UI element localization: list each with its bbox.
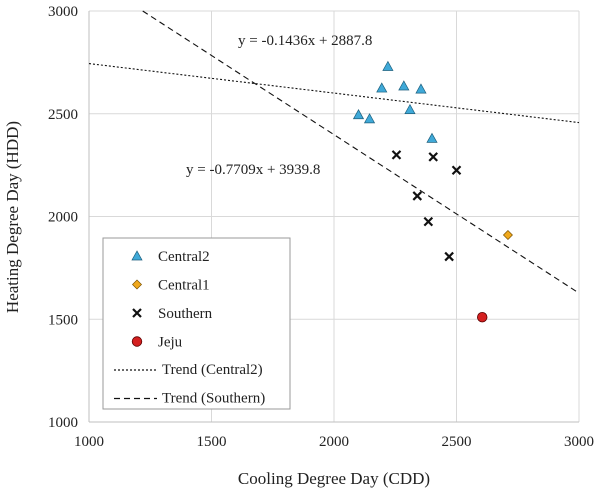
point-central2 bbox=[363, 113, 376, 124]
tick-labels: 1000 1500 2000 2500 3000 1000 1500 2000 2500 3000 bbox=[48, 4, 594, 450]
point-central2 bbox=[426, 132, 438, 143]
x-tick-label: 1500 bbox=[197, 434, 227, 450]
point-central2 bbox=[415, 83, 427, 94]
y-tick-label: 1000 bbox=[48, 415, 78, 431]
legend-label: Trend (Southern) bbox=[162, 391, 265, 407]
x-tick-label: 1000 bbox=[74, 434, 104, 450]
point-southern bbox=[444, 251, 454, 262]
y-tick-label: 2500 bbox=[48, 107, 78, 123]
legend-marker-southern bbox=[132, 308, 142, 318]
y-tick-label: 1500 bbox=[48, 312, 78, 328]
point-southern bbox=[412, 191, 423, 201]
point-central2 bbox=[404, 103, 416, 114]
point-jeju bbox=[477, 311, 488, 323]
point-southern bbox=[451, 165, 462, 176]
legend-box bbox=[102, 237, 291, 410]
point-central2 bbox=[376, 82, 388, 93]
legend-marker-central2 bbox=[131, 250, 143, 261]
data-points bbox=[352, 60, 513, 323]
equation-southern: y = -0.7709x + 3939.8 bbox=[186, 162, 320, 178]
legend-marker-central1 bbox=[132, 279, 142, 290]
legend-label: Central1 bbox=[158, 278, 210, 294]
x-tick-label: 2000 bbox=[319, 434, 349, 450]
x-tick-label: 2500 bbox=[442, 434, 472, 450]
legend: Central2 Central1 Southern Jeju Trend (Centr… bbox=[102, 237, 291, 410]
trend-equations: y = -0.1436x + 2887.8 y = -0.7709x + 393… bbox=[186, 33, 372, 178]
x-axis-title: Cooling Degree Day (CDD) bbox=[238, 469, 430, 488]
point-southern bbox=[391, 150, 402, 160]
legend-marker-jeju bbox=[131, 336, 143, 347]
y-tick-label: 3000 bbox=[48, 4, 78, 20]
legend-label: Southern bbox=[158, 306, 213, 322]
trendline-southern bbox=[142, 10, 580, 294]
point-southern bbox=[428, 152, 439, 162]
point-central2 bbox=[382, 60, 394, 71]
y-axis-title: Heating Degree Day (HDD) bbox=[3, 121, 22, 313]
point-southern bbox=[423, 216, 434, 227]
point-central1 bbox=[502, 230, 513, 240]
legend-label: Jeju bbox=[158, 335, 183, 351]
point-central2 bbox=[398, 80, 410, 91]
legend-label: Central2 bbox=[158, 249, 210, 265]
point-central2 bbox=[352, 109, 365, 120]
x-tick-label: 3000 bbox=[564, 434, 594, 450]
y-tick-label: 2000 bbox=[48, 210, 78, 226]
legend-label: Trend (Central2) bbox=[162, 362, 263, 378]
trendlines bbox=[88, 10, 580, 294]
equation-central2: y = -0.1436x + 2887.8 bbox=[238, 33, 372, 49]
